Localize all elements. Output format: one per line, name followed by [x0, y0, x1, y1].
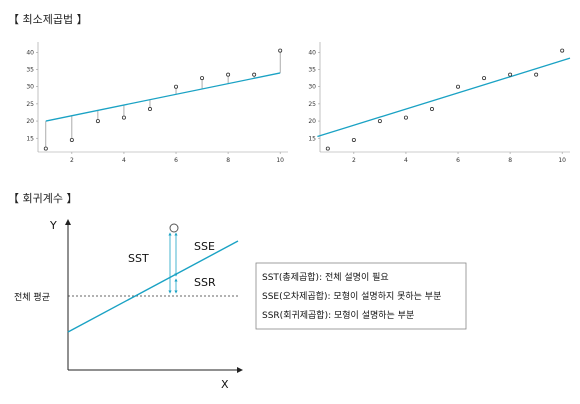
y-tick-label: 35	[26, 67, 34, 74]
data-point	[508, 72, 513, 77]
data-point	[429, 107, 434, 112]
x-tick-label: 6	[174, 157, 178, 164]
data-point	[43, 146, 48, 151]
data-point	[147, 107, 152, 112]
least-squares-chart-residuals: 15 20 25 30 35 40 2 4 6 8 10	[26, 42, 288, 164]
y-tick-label: 35	[308, 67, 316, 74]
least-squares-chart-fit: 15 20 25 30 35 40 2 4 6 8 10	[308, 42, 571, 164]
x-tick-label: 2	[352, 157, 356, 164]
fit-line	[45, 72, 281, 122]
x-tick-label: 10	[558, 157, 566, 164]
x-tick-label: 4	[122, 157, 126, 164]
data-point	[534, 72, 539, 77]
y-tick-label: 40	[26, 49, 34, 56]
x-axis-label: X	[221, 378, 229, 391]
y-tick-label: 15	[26, 135, 34, 142]
data-point	[278, 48, 283, 53]
legend-sse: SSE(오차제곱합): 모형이 설명하지 못하는 부분	[262, 290, 441, 302]
data-point	[200, 76, 205, 81]
y-tick-label: 30	[26, 84, 34, 91]
y-tick-label: 15	[308, 135, 316, 142]
x-tick-label: 8	[226, 157, 230, 164]
x-tick-label: 4	[404, 157, 408, 164]
data-point	[69, 137, 74, 142]
data-point	[456, 84, 461, 89]
data-point	[121, 115, 126, 120]
observation-point	[169, 223, 179, 233]
data-point	[325, 146, 330, 151]
data-point	[377, 119, 382, 124]
y-tick-label: 30	[308, 84, 316, 91]
y-tick-label: 25	[308, 101, 316, 108]
sse-label: SSE	[194, 240, 215, 253]
y-axis-label: Y	[49, 219, 57, 232]
data-point	[226, 72, 231, 77]
ssr-label: SSR	[194, 276, 216, 289]
data-point	[351, 137, 356, 142]
y-tick-label: 20	[308, 118, 316, 125]
y-tick-label: 40	[308, 49, 316, 56]
data-point	[482, 76, 487, 81]
regression-line	[67, 240, 239, 333]
section-title-regression-coefficient: 【 회귀계수 】	[8, 192, 77, 205]
x-tick-label: 8	[508, 157, 512, 164]
legend-sst: SST(총제곱합): 전체 설명이 필요	[262, 271, 389, 283]
data-point	[560, 48, 565, 53]
data-point	[95, 119, 100, 124]
legend-ssr: SSR(회귀제곱합): 모형이 설명하는 부분	[262, 310, 414, 321]
mean-label: 전체 평균	[14, 292, 50, 303]
section-title-least-squares: 【 최소제곱법 】	[8, 13, 88, 26]
regression-decomposition-diagram: Y X 전체 평균 SST SSE SSR SST(총제곱합): 전체 설명이 …	[14, 219, 467, 391]
legend-box	[255, 262, 467, 330]
data-point	[252, 72, 257, 77]
data-point	[403, 115, 408, 120]
x-tick-label: 2	[70, 157, 74, 164]
x-tick-label: 6	[456, 157, 460, 164]
fit-line	[317, 57, 571, 138]
data-point	[174, 84, 179, 89]
y-tick-label: 20	[26, 118, 34, 125]
y-tick-label: 25	[26, 101, 34, 108]
x-tick-label: 10	[276, 157, 284, 164]
sst-label: SST	[128, 252, 149, 265]
